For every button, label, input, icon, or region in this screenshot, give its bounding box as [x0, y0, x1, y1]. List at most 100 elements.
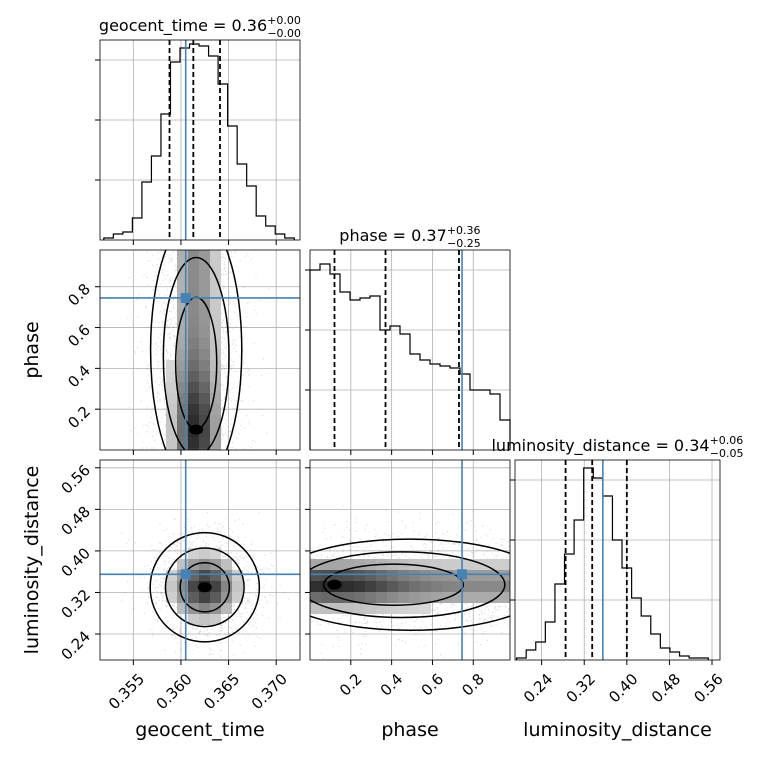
- density-cell: [508, 559, 510, 570]
- density-cell: [188, 349, 199, 360]
- panel-frame: [309, 249, 511, 451]
- density-cell: [188, 393, 199, 404]
- density-cell: [188, 559, 199, 570]
- density-cell: [188, 371, 199, 382]
- x-tick-label: 0.56: [690, 670, 726, 706]
- density-peak: [189, 424, 204, 435]
- density-cell: [210, 316, 221, 327]
- density-cell: [343, 592, 354, 603]
- density-cell: [376, 570, 387, 581]
- panel-frame: [99, 459, 301, 661]
- title-plus: +0.06: [710, 434, 744, 447]
- panel-frame: [99, 39, 301, 241]
- truth-marker: [180, 569, 191, 580]
- density-cell: [210, 294, 221, 305]
- density-cell: [210, 415, 221, 426]
- density-cell: [210, 426, 221, 437]
- density-cell: [210, 592, 221, 603]
- density-cell: [442, 581, 453, 592]
- title-name: phase = 0.37: [339, 226, 446, 245]
- contour-level-1: [149, 250, 243, 450]
- density-cell: [210, 581, 221, 592]
- y-tick-label: 0.56: [58, 461, 94, 497]
- density-cell: [166, 393, 177, 404]
- density-cell: [387, 592, 398, 603]
- density-cell: [464, 592, 475, 603]
- density-cell: [210, 250, 221, 261]
- density-cell: [188, 360, 199, 371]
- density-cell: [199, 448, 210, 450]
- x-axis-label-phase: phase: [381, 719, 438, 741]
- density-cell: [210, 349, 221, 360]
- density-cell: [177, 272, 188, 283]
- y-tick-label: 0.24: [58, 627, 94, 663]
- title-name: luminosity_distance = 0.34: [491, 436, 709, 456]
- density-cell: [188, 250, 199, 261]
- hist-panel-luminosity_distance: luminosity_distance = 0.34+0.06 −0.05: [491, 434, 744, 665]
- x-tick-label: 0.32: [563, 670, 599, 706]
- density-cell: [177, 283, 188, 294]
- x-tick-label: 0.370: [248, 670, 291, 713]
- density-cell: [210, 305, 221, 316]
- y-tick-label: 0.8: [64, 280, 94, 310]
- density-cell: [453, 592, 464, 603]
- title-plus: +0.00: [267, 14, 301, 27]
- density-cell: [188, 382, 199, 393]
- panel-frame: [309, 459, 511, 661]
- density-cell: [354, 592, 365, 603]
- density-cell: [343, 570, 354, 581]
- density-cell: [177, 360, 188, 371]
- density-cell: [188, 404, 199, 415]
- density-cell: [343, 559, 354, 570]
- density-cell: [376, 581, 387, 592]
- density-cell: [166, 581, 177, 592]
- sample-points: [310, 505, 510, 659]
- density-cell: [497, 592, 508, 603]
- density-cell: [188, 338, 199, 349]
- density-cell: [398, 581, 409, 592]
- density-cell: [188, 581, 199, 592]
- density-cell: [354, 559, 365, 570]
- contour-level-3: [322, 563, 465, 606]
- density-cell: [420, 581, 431, 592]
- panel-frame: [99, 249, 301, 451]
- density-cell: [177, 327, 188, 338]
- density-cell: [321, 581, 332, 592]
- density-cell: [199, 548, 210, 559]
- x-tick-label: 0.24: [520, 670, 556, 706]
- density-cell: [199, 382, 210, 393]
- density-cell: [166, 426, 177, 437]
- density-cell: [210, 371, 221, 382]
- density-cell: [177, 316, 188, 327]
- density-cell: [199, 426, 210, 437]
- density-cell: [188, 415, 199, 426]
- density-cell: [464, 559, 475, 570]
- density-cell: [310, 570, 321, 581]
- density-cell: [398, 603, 409, 614]
- x-tick-label: 0.355: [105, 670, 148, 713]
- density-cell: [210, 327, 221, 338]
- density-cell: [199, 261, 210, 272]
- density-content: [100, 460, 300, 660]
- density-cell: [210, 393, 221, 404]
- density-cell: [508, 570, 510, 581]
- density-cell: [199, 393, 210, 404]
- density-cell: [497, 581, 508, 592]
- y-tick-label: 0.32: [58, 586, 94, 622]
- density-cell: [199, 404, 210, 415]
- density-cell: [199, 283, 210, 294]
- density-cell: [177, 250, 188, 261]
- density-cell: [177, 338, 188, 349]
- density-cell: [177, 581, 188, 592]
- density-panel-geocent_time-vs-phase: 0.2 0.4 0.6 0.8: [64, 249, 301, 455]
- density-cell: [310, 581, 321, 592]
- y-axis-label-luminosity_distance: luminosity_distance: [21, 466, 43, 655]
- truth-marker: [457, 569, 468, 580]
- density-cell: [365, 603, 376, 614]
- density-cell: [431, 581, 442, 592]
- density-cell: [387, 581, 398, 592]
- density-cell: [464, 570, 475, 581]
- panel-frame: [514, 459, 721, 661]
- density-cell: [199, 570, 210, 581]
- density-cell: [475, 592, 486, 603]
